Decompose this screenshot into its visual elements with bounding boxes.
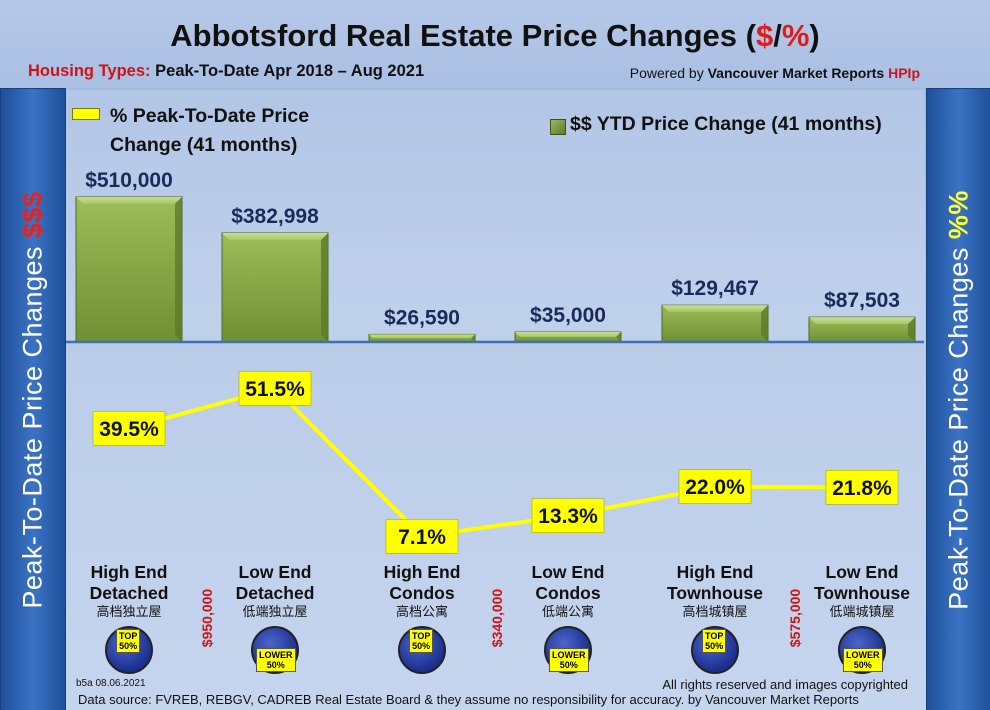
line-data-label: 22.0% [685,476,745,499]
category-line2: Townhouse [814,583,910,603]
category-line1: Low End [825,562,899,582]
tier-badge-label: TOP 50% [409,629,434,653]
title-suffix: ) [809,18,820,53]
tier-badge-label: LOWER 50% [549,648,589,672]
category-line1: High End [676,562,754,582]
subtitle-label: Housing Types: [28,62,151,80]
powered-prefix: Powered by [629,65,704,81]
threshold-townhouse: $575,000 [787,588,803,648]
line-data-label-box [825,470,899,505]
category-line2: Condos [535,583,601,603]
legend-bar-swatch [550,119,566,135]
footer-code: b5a 08.06.2021 [76,678,146,689]
line-series [128,386,863,539]
tier-badge-icon [691,626,739,674]
threshold-detached: $950,000 [199,588,215,648]
bar-bevel-right [908,317,915,342]
bar-bevel-top [222,232,328,240]
bar-bevel-right [761,305,768,342]
bar-bevel-top [369,334,475,339]
category-label: Low End Townhouse 低端城镇屋 [787,562,937,619]
category-label: High End Condos 高档公寓 [347,562,497,619]
line-data-label: 13.3% [538,505,598,528]
left-side-panel: Peak-To-Date Price Changes $$$ [0,88,66,710]
line-data-label: 51.5% [245,378,305,401]
tier-badge-label: TOP 50% [702,629,727,653]
line-data-label: 21.8% [832,477,892,500]
category-line1: High End [383,562,461,582]
bar-data-label: $129,467 [671,277,759,300]
category-chinese: 高档公寓 [395,604,448,619]
subtitle-powered-by: Powered by Vancouver Market Reports HPIp [630,65,920,81]
legend-line-swatch [72,108,100,120]
title-dollar: $ [755,18,774,53]
bar-bevel-right [175,196,182,342]
bar-bevel-top [76,196,182,204]
bar [75,196,183,343]
category-chinese: 低端独立屋 [242,604,308,619]
bar-data-label: $26,590 [384,306,460,329]
line-data-label-box [238,371,312,406]
bar-bevel-right [616,332,621,342]
bar-data-label: $382,998 [231,205,319,228]
bar-bevel-top [515,332,621,338]
bar-data-label: $510,000 [85,169,173,192]
footer-rights: All rights reserved and images copyright… [662,677,908,692]
line-data-label-box [385,519,459,554]
line-data-label: 39.5% [99,418,159,441]
category-label: High End Detached 高档独立屋 [54,562,204,619]
title-prefix: Abbotsford Real Estate Price Changes ( [170,18,756,53]
bar-bevel-top [662,305,768,313]
line-data-label: 7.1% [398,526,446,549]
bar-bevel-right [321,232,328,342]
tier-badge-label: TOP 50% [116,629,141,653]
category-line1: Low End [238,562,312,582]
category-line2: Detached [235,583,315,603]
footer-source: Data source: FVREB, REBGV, CADREB Real E… [78,692,859,707]
line-data-label-box [92,411,166,446]
legend-line-label-1: % Peak-To-Date Price [110,105,310,127]
category-chinese: 高档独立屋 [96,604,162,619]
bar [221,232,329,343]
bar-bevel-top [809,317,915,325]
powered-hpi: HPIp [888,65,920,81]
chart-title: Abbotsford Real Estate Price Changes ($/… [0,18,990,54]
category-chinese: 低端公寓 [541,604,594,619]
header-band [0,0,990,88]
bar-data-label: $87,503 [824,289,900,312]
category-label: Low End Detached 低端独立屋 [200,562,350,619]
plot-area-upper [66,90,924,342]
tier-badge-label: LOWER 50% [256,648,296,672]
title-percent: % [781,18,810,53]
category-chinese: 低端城镇屋 [829,604,895,619]
category-label: High End Townhouse 高档城镇屋 [640,562,790,619]
category-line2: Townhouse [667,583,763,603]
category-line1: High End [90,562,168,582]
legend-line-entry: % Peak-To-Date Price Change (41 months) [110,102,309,160]
legend-line-label-2: Change (41 months) [110,134,298,156]
category-chinese: 高档城镇屋 [682,604,748,619]
category-line2: Condos [389,583,455,603]
powered-brand: Vancouver Market Reports [707,65,885,81]
line-data-label-box [531,498,605,533]
category-line2: Detached [89,583,169,603]
threshold-condos: $340,000 [489,588,505,648]
right-side-panel: Peak-To-Date Price Changes %% [926,88,990,710]
category-line1: Low End [531,562,605,582]
title-slash: / [773,18,782,53]
line-data-label-box [678,469,752,504]
category-label: Low End Condos 低端公寓 [493,562,643,619]
tier-badge-label: LOWER 50% [843,648,883,672]
bar-data-label: $35,000 [530,304,606,327]
legend-bar-entry: $$ YTD Price Change (41 months) [570,113,882,135]
subtitle-range: Peak-To-Date Apr 2018 – Aug 2021 [155,62,425,80]
bar-bevel-right [471,334,475,342]
subtitle-housing-types: Housing Types: Peak-To-Date Apr 2018 – A… [28,62,424,81]
